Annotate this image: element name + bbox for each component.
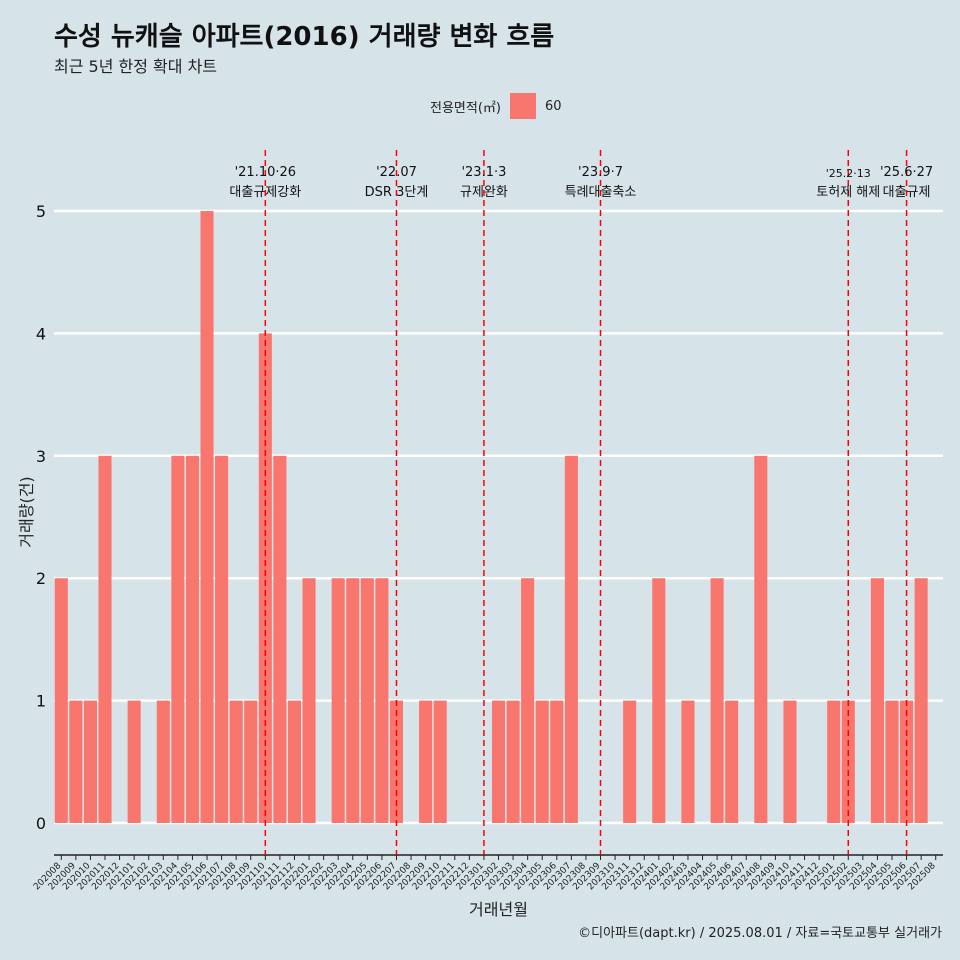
annotation-label-202506: 대출규제 (883, 185, 931, 200)
annotation-label-202110: 대출규제강화 (229, 185, 301, 200)
annotation-date-202309: '23.9·7 (578, 165, 623, 180)
annotation-label-202207: DSR 3단계 (365, 185, 429, 200)
annotation-date-202207: '22.07 (376, 165, 417, 180)
annotation-label-202309: 특례대출축소 (565, 185, 637, 200)
y-tick-label: 0 (36, 814, 46, 833)
bar-202507 (914, 578, 928, 823)
legend-key-60 (509, 93, 536, 119)
bar-202112 (287, 700, 302, 823)
bar-202304 (521, 578, 535, 823)
annotation-label-202502: 토허제 해제 (816, 185, 880, 200)
chart-title: 수성 뉴캐슬 아파트(2016) 거래량 변화 흐름 (54, 22, 555, 52)
bar-202105 (185, 455, 199, 823)
annotation-date-202506: '25.6·27 (880, 165, 933, 180)
bar-202410 (783, 700, 797, 823)
bar-202104 (171, 455, 185, 823)
legend: 전용면적(㎡) 60 (430, 93, 562, 119)
annotation-date-202301: '23.1·3 (461, 165, 506, 180)
bar-202008 (54, 578, 68, 823)
bar-202203 (331, 578, 345, 823)
annotation-date-202110: '21.10·26 (235, 165, 296, 180)
bar-202206 (375, 578, 389, 823)
bar-202109 (244, 700, 258, 823)
y-tick-label: 1 (36, 692, 46, 711)
bar-202302 (491, 700, 506, 823)
bar-202110 (258, 333, 272, 823)
bar-202201 (302, 578, 316, 823)
bar-202111 (273, 455, 287, 823)
annotation-label-202301: 규제완화 (460, 185, 508, 200)
y-axis-title: 거래량(건) (17, 476, 36, 547)
bar-202501 (827, 700, 841, 823)
bar-202307 (564, 455, 578, 823)
bar-202210 (433, 700, 447, 823)
annotation-date-202502: '25.2·13 (826, 167, 871, 180)
y-tick-label: 4 (36, 324, 46, 343)
bar-202103 (156, 700, 170, 823)
bar-202204 (346, 578, 360, 823)
bar-202010 (83, 700, 97, 823)
legend-title: 전용면적(㎡) (430, 100, 501, 116)
legend-label-60: 60 (544, 98, 562, 114)
bar-202405 (710, 578, 724, 823)
bar-202401 (652, 578, 666, 823)
bar-202107 (215, 455, 229, 823)
x-axis-title: 거래년월 (469, 900, 528, 919)
bar-202311 (623, 700, 637, 823)
bar-202101 (127, 700, 141, 823)
bar-202209 (419, 700, 433, 823)
footer-credit: ©디아파트(dapt.kr) / 2025.08.01 / 자료=국토교통부 실… (578, 926, 942, 941)
bar-202108 (229, 700, 243, 823)
bar-202505 (885, 700, 899, 823)
bar-202305 (535, 700, 549, 823)
chart-subtitle: 최근 5년 한정 확대 차트 (54, 57, 218, 76)
bar-202106 (200, 211, 214, 823)
bar-202011 (98, 455, 112, 823)
bar-202009 (69, 700, 83, 823)
bar-202205 (360, 578, 374, 823)
bar-202403 (681, 700, 695, 823)
bar-202303 (506, 700, 520, 823)
y-tick-label: 5 (36, 202, 46, 221)
bar-202504 (870, 578, 884, 823)
y-tick-label: 3 (36, 447, 46, 466)
bar-202306 (550, 700, 564, 823)
bar-202406 (725, 700, 739, 823)
bar-202408 (754, 455, 768, 823)
y-tick-label: 2 (36, 569, 46, 588)
